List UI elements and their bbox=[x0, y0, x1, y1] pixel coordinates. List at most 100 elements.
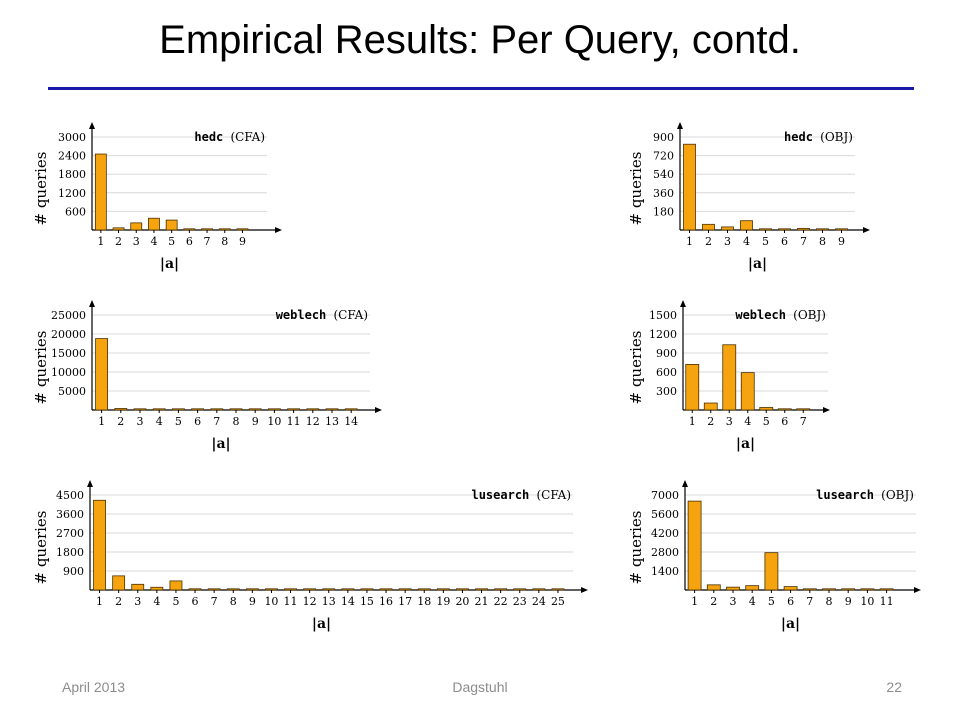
x-tick-label: 1 bbox=[686, 235, 693, 248]
x-tick-label: 2 bbox=[115, 235, 122, 248]
bar bbox=[207, 588, 221, 591]
x-tick-label: 9 bbox=[252, 415, 259, 428]
y-axis-label: # queries bbox=[627, 151, 645, 225]
bar bbox=[236, 228, 249, 231]
y-tick-label: 25000 bbox=[51, 309, 86, 322]
bar bbox=[822, 588, 836, 591]
legend-benchmark-name: hedc bbox=[784, 130, 820, 144]
bar bbox=[112, 227, 125, 231]
x-tick-label: 8 bbox=[819, 235, 826, 248]
x-tick-label: 11 bbox=[880, 595, 894, 608]
bar bbox=[150, 586, 164, 591]
bar bbox=[201, 228, 213, 231]
x-tick-label: 1 bbox=[689, 415, 696, 428]
x-tick-label: 7 bbox=[213, 415, 220, 428]
x-tick-label: 5 bbox=[763, 415, 770, 428]
x-tick-label: 15 bbox=[360, 595, 374, 608]
y-tick-label: 2400 bbox=[58, 150, 86, 163]
bar bbox=[796, 408, 811, 411]
bar bbox=[360, 588, 374, 591]
bar bbox=[726, 586, 740, 591]
x-tick-label: 8 bbox=[233, 415, 240, 428]
legend-benchmark-name: weblech bbox=[735, 308, 793, 322]
bar bbox=[816, 228, 829, 231]
chart-hedc-cfa: 600 1200 1800 2400 3000 1 2 3 4 5 6 7 8 9 |a| # queries… bbox=[32, 122, 282, 272]
y-tick-label: 5600 bbox=[651, 508, 679, 521]
y-tick-label: 1200 bbox=[649, 328, 677, 341]
y-tick-label: 600 bbox=[65, 205, 86, 218]
x-axis-label: |a| bbox=[736, 436, 755, 452]
y-tick-label: 3000 bbox=[58, 131, 86, 144]
bar bbox=[171, 408, 185, 411]
x-tick-label: 12 bbox=[306, 415, 320, 428]
x-tick-label: 7 bbox=[211, 595, 218, 608]
bar bbox=[344, 408, 358, 411]
x-tick-label: 5 bbox=[762, 235, 769, 248]
x-tick-label: 14 bbox=[344, 415, 358, 428]
x-axis-arrow bbox=[375, 407, 382, 413]
x-tick-label: 1 bbox=[97, 235, 104, 248]
bar bbox=[687, 500, 702, 591]
footer-venue: Dagstuhl bbox=[452, 679, 508, 695]
y-axis-arrow bbox=[680, 300, 686, 307]
bar bbox=[783, 586, 798, 591]
bar bbox=[265, 588, 278, 591]
x-tick-label: 13 bbox=[322, 595, 336, 608]
x-tick-label: 8 bbox=[230, 595, 237, 608]
x-tick-label: 3 bbox=[726, 415, 733, 428]
x-tick-label: 20 bbox=[455, 595, 469, 608]
bar bbox=[379, 588, 393, 591]
x-tick-label: 1 bbox=[96, 595, 103, 608]
x-tick-label: 18 bbox=[417, 595, 431, 608]
bar bbox=[341, 588, 355, 591]
x-tick-label: 2 bbox=[117, 415, 124, 428]
x-tick-label: 21 bbox=[475, 595, 489, 608]
y-tick-label: 1800 bbox=[56, 546, 84, 559]
x-tick-label: 17 bbox=[398, 595, 412, 608]
legend-analysis-kind: (CFA) bbox=[537, 488, 572, 502]
bar bbox=[267, 408, 281, 411]
bar bbox=[759, 407, 774, 411]
x-tick-label: 2 bbox=[710, 595, 717, 608]
bar bbox=[287, 408, 301, 411]
y-tick-label: 1400 bbox=[651, 565, 679, 578]
x-tick-label: 9 bbox=[239, 235, 246, 248]
bar bbox=[245, 588, 259, 591]
x-tick-label: 5 bbox=[172, 595, 179, 608]
y-tick-label: 4200 bbox=[651, 527, 679, 540]
y-axis-arrow bbox=[677, 122, 683, 129]
x-axis-arrow bbox=[581, 587, 588, 593]
bar bbox=[702, 223, 715, 231]
y-tick-label: 900 bbox=[63, 565, 84, 578]
y-tick-label: 2800 bbox=[651, 546, 679, 559]
legend-benchmark-name: lusearch bbox=[471, 488, 536, 502]
chart-legend: lusearch (CFA) bbox=[471, 488, 571, 502]
bar bbox=[152, 408, 166, 411]
y-axis-label: # queries bbox=[32, 330, 50, 404]
y-tick-label: 4500 bbox=[56, 489, 84, 502]
x-tick-label: 3 bbox=[133, 235, 140, 248]
x-tick-label: 1 bbox=[98, 415, 105, 428]
x-tick-label: 24 bbox=[532, 595, 546, 608]
x-tick-label: 4 bbox=[150, 235, 157, 248]
y-tick-label: 360 bbox=[653, 187, 674, 200]
chart-legend: weblech (OBJ) bbox=[735, 308, 826, 322]
bar bbox=[133, 408, 147, 411]
chart-legend: hedc (CFA) bbox=[194, 130, 265, 144]
bar bbox=[740, 372, 755, 411]
bar bbox=[169, 580, 183, 591]
y-axis-label: # queries bbox=[627, 510, 645, 584]
bar bbox=[93, 499, 106, 591]
bar bbox=[494, 588, 508, 591]
legend-analysis-kind: (CFA) bbox=[334, 308, 369, 322]
bar bbox=[303, 588, 317, 591]
y-tick-label: 2700 bbox=[56, 527, 84, 540]
legend-analysis-kind: (CFA) bbox=[231, 130, 266, 144]
x-axis-arrow bbox=[823, 407, 830, 413]
bar bbox=[740, 220, 753, 231]
y-axis-arrow bbox=[89, 122, 95, 129]
bar bbox=[130, 222, 143, 231]
y-tick-label: 7000 bbox=[651, 489, 679, 502]
x-axis-label: |a| bbox=[211, 436, 230, 452]
x-tick-label: 2 bbox=[707, 415, 714, 428]
